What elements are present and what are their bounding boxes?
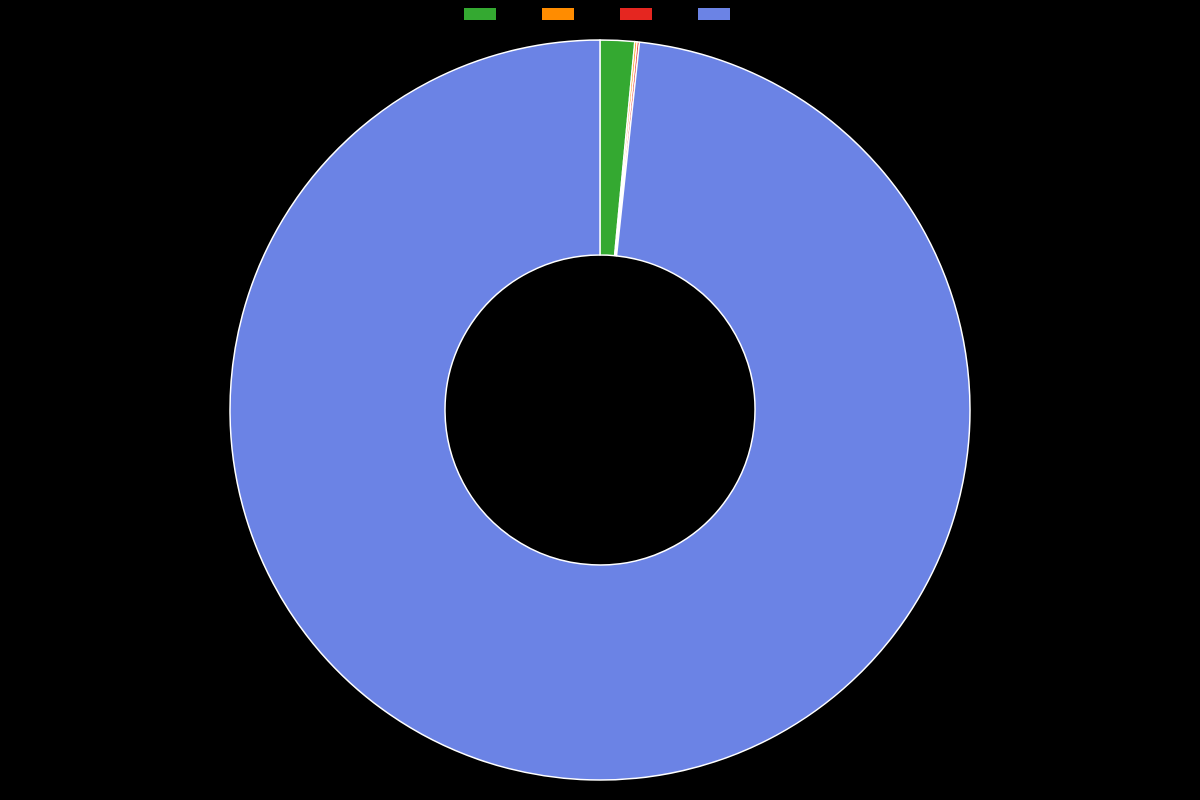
legend-swatch-1 bbox=[542, 8, 574, 20]
chart-legend bbox=[464, 8, 736, 20]
legend-swatch-0 bbox=[464, 8, 496, 20]
donut-slice-3 bbox=[230, 40, 970, 780]
legend-item-1 bbox=[542, 8, 580, 20]
legend-swatch-3 bbox=[698, 8, 730, 20]
legend-item-3 bbox=[698, 8, 736, 20]
legend-item-2 bbox=[620, 8, 658, 20]
donut-chart bbox=[220, 30, 980, 790]
legend-item-0 bbox=[464, 8, 502, 20]
legend-swatch-2 bbox=[620, 8, 652, 20]
